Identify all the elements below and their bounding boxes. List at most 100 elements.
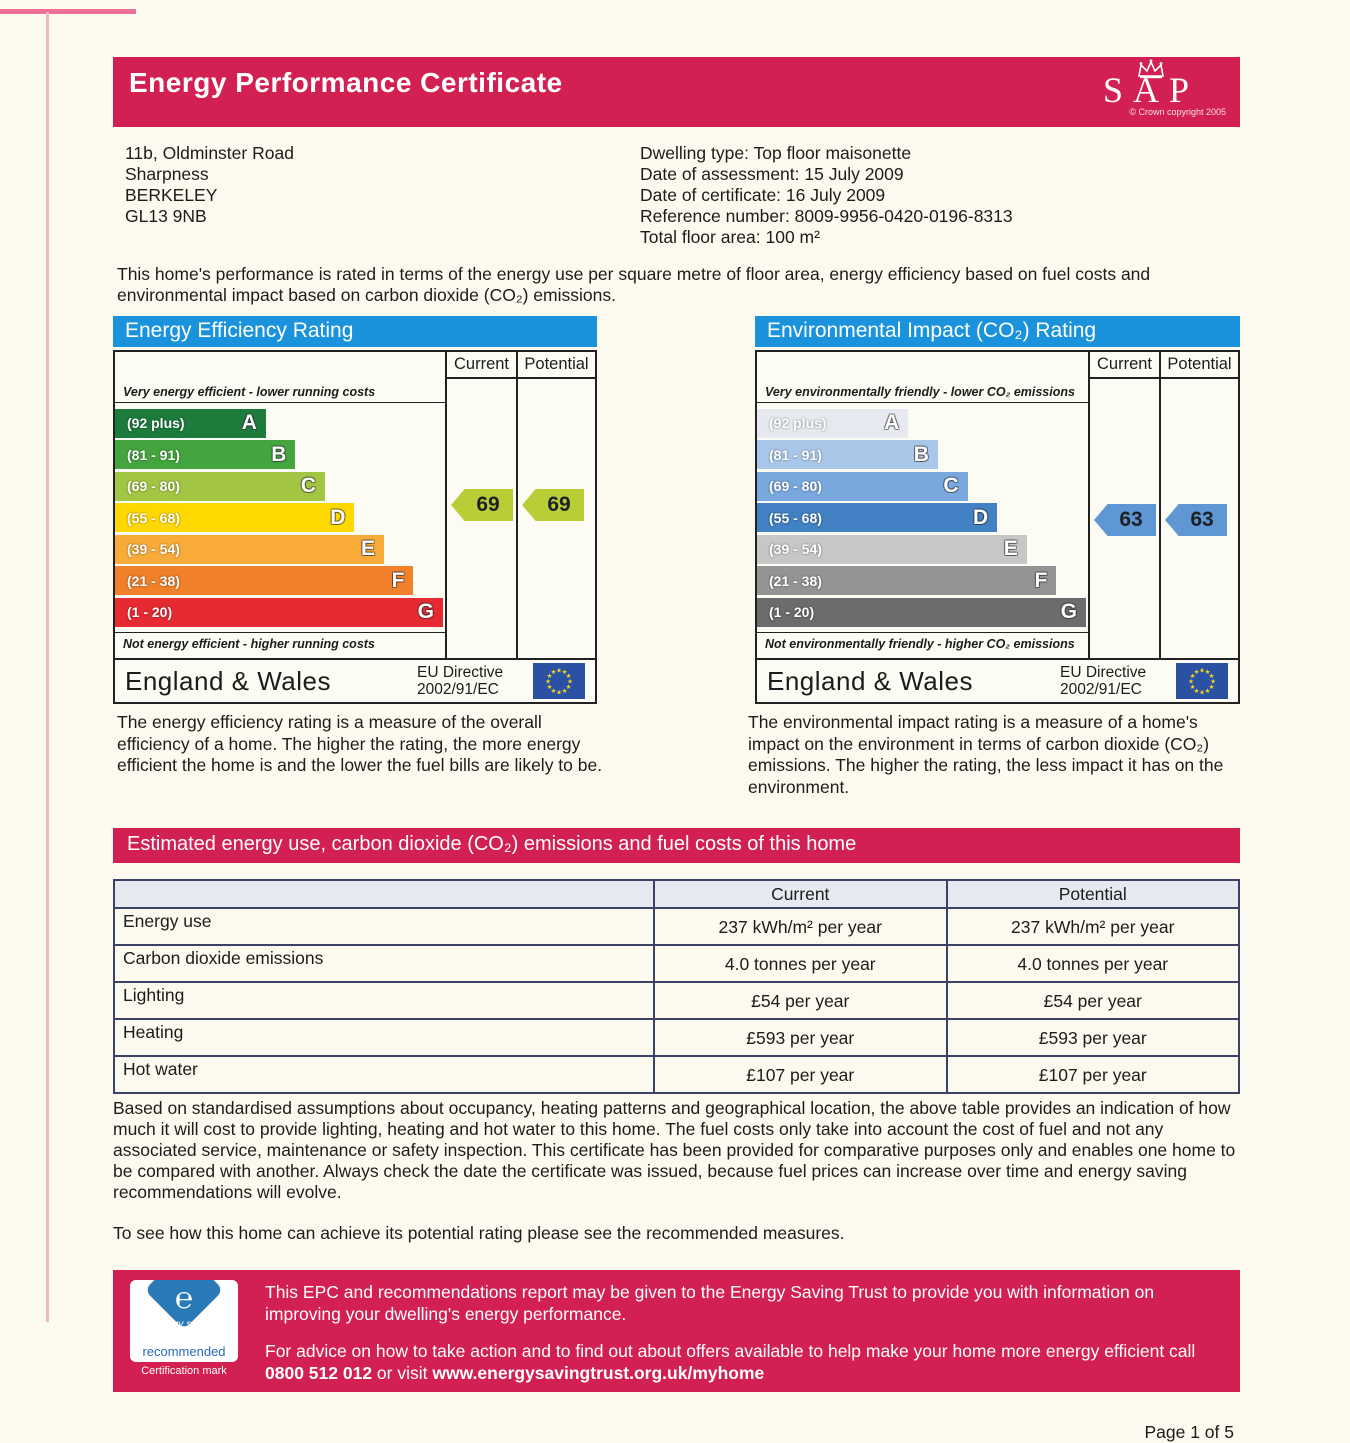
band-row-B: (81 - 91) B — [757, 440, 1088, 469]
band-letter: A — [884, 411, 900, 434]
eer-chart-box: Current Potential Very energy efficient … — [113, 350, 597, 704]
svg-text:★: ★ — [1194, 687, 1200, 695]
band-letter: G — [417, 600, 434, 623]
scan-artifact-top — [0, 9, 136, 14]
region-label: England & Wales — [125, 665, 331, 696]
costs-col-current: Current — [653, 879, 948, 909]
band-range: (21 - 38) — [127, 572, 180, 589]
costs-row-current: £54 per year — [653, 981, 948, 1020]
band-bar-D: (55 - 68) D — [115, 503, 355, 532]
svg-text:★: ★ — [567, 677, 573, 685]
costs-table-row: Carbon dioxide emissions 4.0 tonnes per y… — [113, 944, 1240, 983]
band-bar-B: (81 - 91) B — [757, 440, 938, 469]
property-section: 11b, Oldminster Road Sharpness BERKELEY GL1… — [113, 143, 1240, 248]
band-range: (92 plus) — [127, 415, 185, 431]
header-banner: Energy Performance Certificate SAP © Cro… — [113, 57, 1240, 127]
band-row-G: (1 - 20) G — [757, 597, 1088, 627]
band-range: (55 - 68) — [127, 509, 180, 526]
svg-text:★: ★ — [551, 668, 557, 676]
svg-text:★: ★ — [1210, 677, 1216, 685]
band-range: (81 - 91) — [769, 446, 822, 463]
costs-row-potential: 4.0 tonnes per year — [945, 944, 1240, 983]
costs-row-label: Hot water — [113, 1055, 655, 1094]
eir-head-spacer — [757, 352, 1088, 379]
band-range: (81 - 91) — [127, 446, 180, 463]
band-row-C: (69 - 80) C — [757, 471, 1088, 501]
svg-text:★: ★ — [566, 672, 572, 680]
band-letter: C — [300, 474, 316, 497]
eir-chart-footer: England & Wales EU Directive 2002/91/EC … — [757, 658, 1238, 702]
eir-bands-area: Very environmentally friendly - lower CO… — [757, 379, 1088, 658]
address-line: Sharpness — [125, 164, 209, 184]
crown-icon — [1138, 59, 1164, 79]
eir-chart-title: Environmental Impact (CO₂) Rating — [755, 316, 1240, 347]
costs-row-potential: 237 kWh/m² per year — [945, 907, 1240, 946]
svg-text:★: ★ — [556, 688, 562, 696]
property-detail-line: Date of assessment: 15 July 2009 — [640, 164, 904, 184]
band-bar-D: (55 - 68) D — [757, 503, 998, 532]
eer-bands: (92 plus) A (81 - 91) B (69 - 80) C (55 - 68) D… — [115, 403, 445, 632]
energy-saving-trust-banner: ℮ energy saving recommended Certificatio… — [113, 1270, 1240, 1392]
address-line: GL13 9NB — [125, 206, 207, 226]
epc-page: Energy Performance Certificate SAP © Cro… — [113, 57, 1240, 1443]
eu-flag-icon: ★ ★★★★★★★★★★★ — [533, 663, 585, 699]
current-rating-arrow: 69 — [451, 489, 513, 521]
footer-para1: This EPC and recommendations report may … — [265, 1282, 1155, 1324]
band-bar-F: (21 - 38) F — [115, 566, 414, 595]
band-range: (39 - 54) — [127, 541, 180, 557]
eer-chart-title: Energy Efficiency Rating — [113, 316, 597, 347]
costs-table-body: Energy use 237 kWh/m² per year 237 kWh/m² … — [113, 907, 1240, 1094]
costs-row-label: Lighting — [113, 981, 655, 1020]
svg-text:★: ★ — [1188, 677, 1194, 685]
band-range: (69 - 80) — [127, 478, 180, 494]
band-bar-B: (81 - 91) B — [115, 440, 296, 469]
svg-text:★: ★ — [1190, 672, 1196, 680]
advice-phone-number: 0800 512 012 — [265, 1362, 373, 1383]
costs-header-row: Current Potential — [113, 879, 1240, 909]
svg-text:★: ★ — [562, 668, 568, 676]
page-number: Page 1 of 5 — [1144, 1422, 1234, 1442]
band-range: (55 - 68) — [769, 509, 822, 526]
band-letter: B — [913, 442, 929, 466]
eer-current-column: 69 — [445, 379, 516, 658]
costs-row-current: £593 per year — [653, 1018, 948, 1057]
band-range: (69 - 80) — [769, 478, 822, 494]
sap-letters: SAP — [1102, 70, 1200, 110]
energy-efficiency-chart: Energy Efficiency Rating Current Potenti… — [113, 316, 597, 704]
address-line: BERKELEY — [125, 185, 218, 205]
environmental-impact-chart: Environmental Impact (CO₂) Rating Curren… — [755, 316, 1240, 704]
band-letter: D — [330, 505, 346, 529]
property-detail-line: Dwelling type: Top floor maisonette — [640, 143, 912, 163]
costs-table: Current Potential Energy use 237 kWh/m² p… — [113, 879, 1240, 1094]
energy-saving-swirl-icon: ℮ — [174, 1282, 193, 1315]
band-row-C: (69 - 80) C — [115, 471, 445, 501]
est-certification-mark-label: Certification mark — [141, 1365, 227, 1377]
est-logo-text: energy saving — [151, 1318, 217, 1330]
svg-text:★: ★ — [1205, 687, 1211, 695]
band-bar-C: (69 - 80) C — [757, 471, 968, 501]
potential-rating-arrow: 63 — [1165, 504, 1227, 536]
band-range: (1 - 20) — [769, 604, 815, 620]
costs-table-row: Hot water £107 per year £107 per year — [113, 1055, 1240, 1094]
band-bar-E: (39 - 54) E — [115, 534, 384, 564]
costs-table-row: Energy use 237 kWh/m² per year 237 kWh/m² … — [113, 907, 1240, 946]
eu-directive-label: EU Directive 2002/91/EC — [1060, 664, 1147, 698]
property-address: 11b, Oldminster Road Sharpness BERKELEY GL1… — [113, 143, 640, 248]
scan-artifact-left — [46, 12, 49, 1322]
band-range: (92 plus) — [769, 415, 827, 431]
band-letter: G — [1060, 600, 1077, 623]
band-range: (1 - 20) — [127, 604, 173, 620]
costs-table-row: Lighting £54 per year £54 per year — [113, 981, 1240, 1020]
potential-rating-arrow: 69 — [522, 489, 584, 521]
see-measures-note: To see how this home can achieve its pot… — [113, 1223, 845, 1243]
eu-directive-label: EU Directive 2002/91/EC — [417, 664, 504, 698]
property-detail-line: Date of certificate: 16 July 2009 — [640, 185, 886, 205]
crown-copyright: © Crown copyright 2005 — [1129, 107, 1226, 117]
svg-text:★: ★ — [1209, 672, 1215, 680]
eir-col-potential: Potential — [1159, 352, 1238, 379]
svg-text:★: ★ — [547, 683, 553, 691]
svg-text:★: ★ — [545, 677, 551, 685]
advice-url: www.energysavingtrust.org.uk/myhome — [432, 1362, 765, 1383]
band-bar-F: (21 - 38) F — [757, 566, 1057, 595]
band-row-F: (21 - 38) F — [757, 566, 1088, 595]
